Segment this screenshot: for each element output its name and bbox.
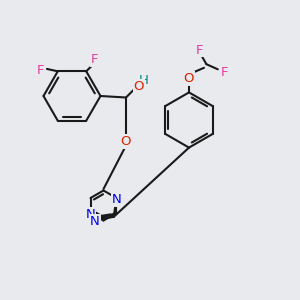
Text: F: F	[91, 53, 98, 66]
Text: N: N	[90, 215, 100, 228]
Text: F: F	[220, 66, 228, 79]
Text: H: H	[139, 74, 149, 88]
Text: O: O	[184, 72, 194, 85]
Text: N: N	[112, 193, 122, 206]
Text: O: O	[134, 80, 144, 93]
Text: O: O	[121, 135, 131, 148]
Text: F: F	[196, 44, 204, 57]
Text: F: F	[37, 64, 44, 77]
Text: N: N	[112, 193, 122, 206]
Text: N: N	[85, 208, 95, 221]
